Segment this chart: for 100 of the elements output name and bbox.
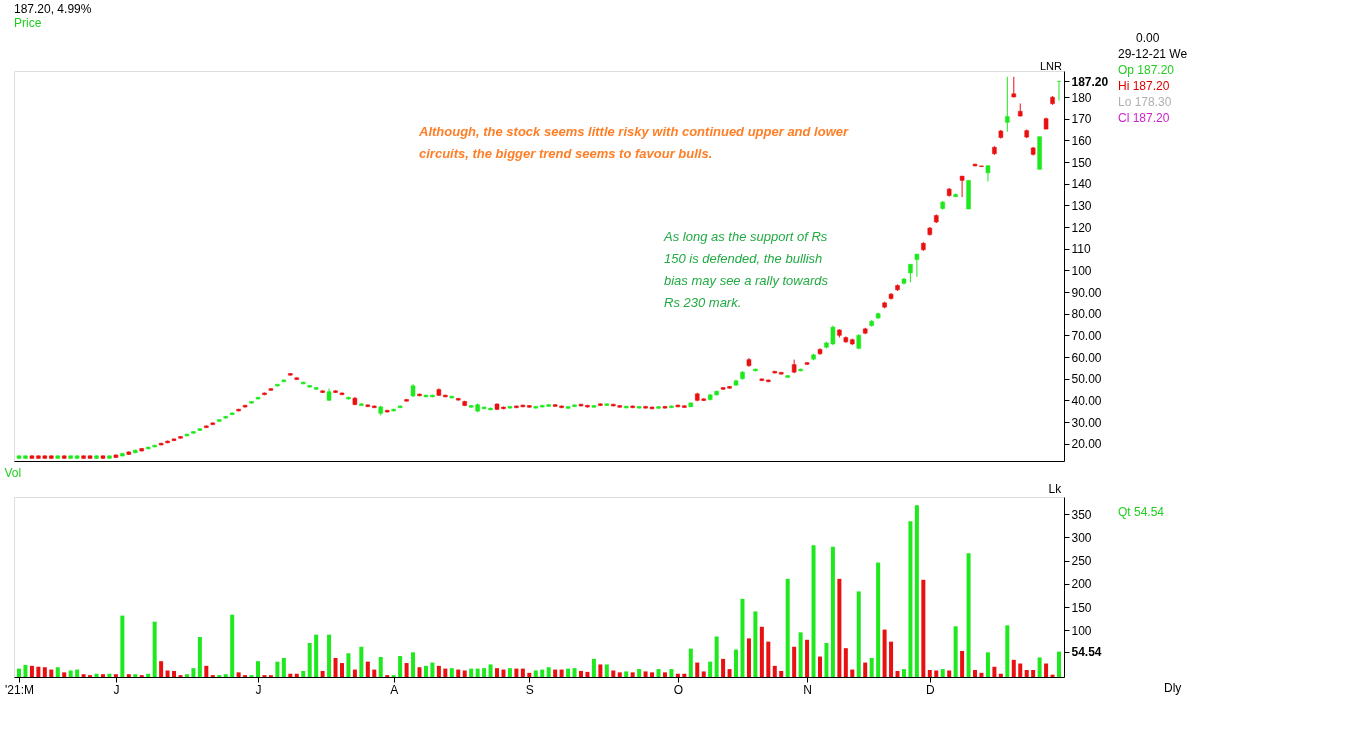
bar <box>55 667 60 677</box>
text: Dly <box>1164 681 1182 695</box>
bar <box>230 614 235 677</box>
bar <box>746 638 751 677</box>
bar <box>643 671 648 677</box>
y-tick-label: 110 <box>1071 242 1091 257</box>
bar <box>42 667 47 677</box>
bar <box>947 670 952 677</box>
bar <box>869 657 874 677</box>
bar <box>501 669 506 677</box>
text: Op 187.20 <box>1118 63 1175 77</box>
bar <box>314 634 319 677</box>
bar <box>327 634 332 677</box>
bar <box>617 672 622 677</box>
bar <box>985 652 990 677</box>
bar <box>62 672 67 677</box>
bar <box>1024 670 1029 677</box>
bar <box>223 674 228 677</box>
bar <box>914 505 919 677</box>
bar <box>630 672 635 677</box>
bar <box>68 670 73 677</box>
y-tick-label: 70.00 <box>1071 328 1102 343</box>
candlestick <box>985 164 991 182</box>
bar <box>191 668 196 677</box>
bar <box>901 669 906 677</box>
bar <box>624 671 629 677</box>
bar <box>482 668 487 677</box>
bar <box>307 643 312 677</box>
bar <box>895 670 900 677</box>
bar <box>94 673 99 677</box>
text: Qt 54.54 <box>1118 505 1165 519</box>
bar <box>921 579 926 677</box>
bar <box>462 670 467 677</box>
bar <box>656 669 661 677</box>
bar <box>604 664 609 677</box>
y-tick-label: 130 <box>1071 198 1092 213</box>
bar <box>540 669 545 677</box>
bar <box>850 669 855 677</box>
chart-title: 187.20, 4.99% <box>14 2 92 16</box>
bar <box>1044 663 1049 677</box>
bar <box>882 629 887 677</box>
bar <box>701 671 706 677</box>
candlestick <box>1005 76 1010 133</box>
bar <box>591 658 596 677</box>
bar <box>1005 625 1010 677</box>
y-tick-label: 60.00 <box>1071 350 1102 365</box>
y-tick-label: 180 <box>1071 90 1092 105</box>
bar <box>23 664 28 677</box>
x-tick-label: N <box>803 682 812 697</box>
candlestick <box>1011 76 1017 98</box>
bar <box>772 665 777 677</box>
x-tick-label: '21:M <box>5 682 34 697</box>
bar <box>863 662 868 677</box>
bar <box>759 626 764 677</box>
chart-subtitle: Price <box>14 16 42 30</box>
bar <box>637 669 642 677</box>
bar <box>411 652 416 677</box>
bar <box>365 661 370 677</box>
bar <box>734 649 739 677</box>
chart-title: Vol <box>4 466 22 480</box>
y-tick-label: 140 <box>1071 177 1092 192</box>
bar <box>843 648 848 677</box>
y-tick-label: 170 <box>1071 112 1092 127</box>
bar <box>100 674 105 677</box>
bar <box>979 672 984 677</box>
text: Lo 178.30 <box>1118 95 1172 109</box>
y-tick-label: 300 <box>1071 530 1092 545</box>
y-axis-title: Lk <box>1048 481 1063 496</box>
y-tick-label: 187.20 <box>1071 74 1109 89</box>
x-tick-label: A <box>390 682 399 697</box>
annotation: Although, the stock seems little risky with continued upper and lower circuits, the bigger trend seems to favour bulls. <box>418 124 849 161</box>
bar <box>339 663 344 677</box>
bar <box>146 673 151 677</box>
bar <box>449 668 454 677</box>
bar <box>792 646 797 677</box>
bar <box>197 637 202 677</box>
bar <box>514 668 519 677</box>
bar <box>294 673 299 677</box>
bar <box>708 661 713 677</box>
x-tick-label: D <box>925 682 935 697</box>
bar <box>469 668 474 677</box>
bar <box>36 666 41 677</box>
y-tick-label: 250 <box>1071 554 1092 569</box>
y-tick-label: 100 <box>1071 263 1092 278</box>
bar <box>29 665 34 677</box>
bar <box>165 670 170 677</box>
bar <box>398 656 403 677</box>
bar <box>333 657 338 677</box>
bar <box>927 670 932 677</box>
bar <box>404 663 409 677</box>
bar <box>507 668 512 677</box>
bar <box>740 598 745 677</box>
bar <box>430 662 435 677</box>
bar <box>204 665 209 677</box>
bar <box>281 657 286 677</box>
bar <box>785 578 790 677</box>
bar <box>546 667 551 677</box>
bar <box>113 674 118 677</box>
bar <box>488 664 493 677</box>
bar <box>456 669 461 677</box>
